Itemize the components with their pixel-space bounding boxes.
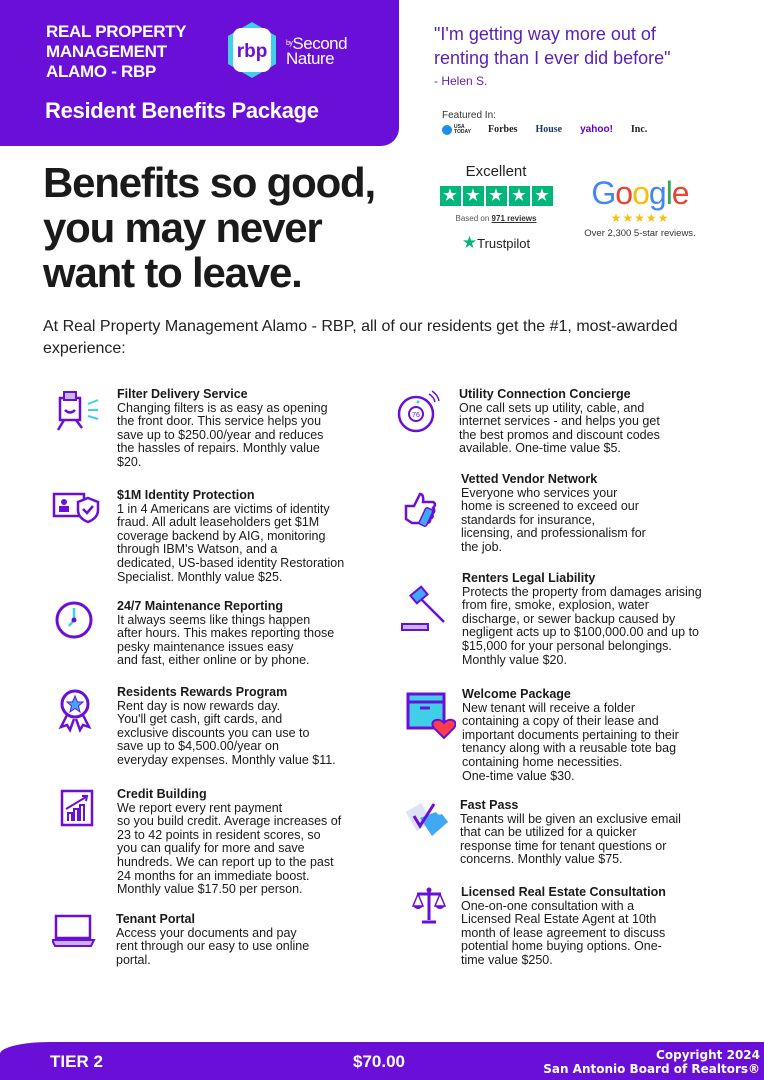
package-heart-icon: [406, 692, 456, 740]
google-stars: ★★★★★: [610, 211, 670, 225]
headline: Benefits so good, you may never want to …: [43, 159, 376, 296]
intro-text: At Real Property Management Alamo - RBP,…: [43, 318, 678, 357]
logo-by: by: [286, 40, 293, 47]
rbp-logo: rbp: [228, 22, 276, 78]
benefit-item: Utility Connection Concierge One call set…: [459, 387, 660, 456]
company-name: REAL PROPERTY MANAGEMENT ALAMO - RBP: [46, 22, 187, 81]
benefit-description: It always seems like things happen after…: [117, 612, 335, 668]
benefit-item: Residents Rewards Program Rent day is now…: [117, 685, 336, 768]
benefit-title: Residents Rewards Program: [117, 685, 288, 699]
featured-label: Featured In:: [442, 110, 496, 121]
yahoo-logo: yahoo!: [580, 124, 613, 135]
benefit-description: Protects the property from damages arisi…: [462, 584, 702, 667]
benefit-item: Licensed Real Estate Consultation One-on-…: [461, 885, 666, 968]
identity-shield-icon: [52, 492, 100, 524]
benefit-item: Tenant Portal Access your documents and p…: [116, 912, 310, 967]
chart-growth-icon: [60, 789, 94, 827]
benefit-item: Filter Delivery Service Changing filters …: [117, 387, 328, 470]
benefit-title: Fast Pass: [460, 798, 519, 812]
star-icon: ★: [508, 186, 530, 206]
forbes-logo: Forbes: [488, 124, 518, 135]
header-banner: REAL PROPERTY MANAGEMENT ALAMO - RBP rbp…: [0, 0, 399, 146]
press-logos: USA TODAY Forbes House yahoo! Inc.: [442, 124, 647, 135]
clock-icon: [55, 601, 93, 639]
testimonial-quote: "I'm getting way more out of renting tha…: [434, 24, 671, 68]
benefit-title: Vetted Vendor Network: [461, 472, 598, 486]
benefit-item: Vetted Vendor Network Everyone who servic…: [461, 472, 646, 555]
page-subtitle: Resident Benefits Package: [45, 98, 319, 123]
benefit-description: One-on-one consultation with a Licensed …: [461, 898, 666, 967]
benefit-description: We report every rent payment so you buil…: [117, 800, 342, 897]
google-badge: Google ★★★★★ Over 2,300 5-star reviews.: [572, 175, 708, 239]
benefit-item: 24/7 Maintenance Reporting It always seem…: [117, 599, 335, 668]
star-icon: ★: [461, 233, 478, 252]
partner-name: Second Nature: [286, 34, 348, 68]
trustpilot-reviews-link[interactable]: 971 reviews: [491, 214, 537, 223]
logo-text: rbp: [237, 41, 268, 62]
benefit-description: Rent day is now rewards day. You'll get …: [117, 698, 336, 767]
benefit-title: Filter Delivery Service: [117, 387, 248, 401]
award-ribbon-icon: [58, 689, 92, 733]
filter-delivery-icon: [56, 391, 99, 431]
benefit-item: $1M Identity Protection 1 in 4 Americans …: [117, 488, 345, 584]
usa-today-logo: USA TODAY: [442, 124, 471, 135]
star-icon: ★: [485, 186, 507, 206]
benefit-item: Welcome Package New tenant will receive a…: [462, 687, 679, 783]
package-price: $70.00: [353, 1052, 405, 1071]
benefit-description: One call sets up utility, cable, and int…: [459, 400, 660, 456]
gavel-icon: [401, 585, 445, 631]
benefit-title: 24/7 Maintenance Reporting: [117, 599, 284, 613]
benefit-title: Welcome Package: [462, 687, 571, 701]
trustpilot-stars: ★ ★ ★ ★ ★: [438, 186, 554, 206]
benefit-description: Changing filters is as easy as opening t…: [117, 400, 328, 469]
benefit-description: Tenants will be given an exclusive email…: [460, 811, 681, 867]
star-icon: ★: [439, 186, 461, 206]
benefit-item: Fast Pass Tenants will be given an exclus…: [460, 798, 681, 867]
svg-text:76: 76: [412, 412, 420, 419]
star-icon: ★: [462, 186, 484, 206]
google-logo: Google: [591, 175, 689, 211]
trustpilot-based: Based on 971 reviews: [455, 214, 537, 223]
trustpilot-logo: ★Trustpilot: [461, 233, 531, 252]
benefit-item: Credit Building We report every rent paym…: [117, 787, 342, 897]
copyright: Copyright 2024 San Antonio Board of Real…: [543, 1048, 760, 1076]
trustpilot-badge: Excellent ★ ★ ★ ★ ★ Based on 971 reviews ★Tr…: [438, 163, 554, 253]
fast-pass-ticket-icon: [406, 802, 448, 836]
tier-label: TIER 2: [50, 1052, 103, 1071]
benefit-title: $1M Identity Protection: [117, 488, 255, 502]
google-reviews: Over 2,300 5-star reviews.: [584, 228, 696, 239]
laptop-icon: [52, 914, 96, 947]
benefit-description: Everyone who services your home is scree…: [461, 485, 646, 554]
thumbs-up-icon: [404, 492, 437, 527]
inc-logo: Inc.: [630, 124, 648, 135]
benefit-description: New tenant will receive a folder contain…: [462, 700, 679, 783]
scales-icon: [412, 887, 447, 924]
benefit-title: Renters Legal Liability: [462, 571, 596, 585]
benefit-description: 1 in 4 Americans are victims of identity…: [117, 501, 345, 584]
benefit-title: Licensed Real Estate Consultation: [461, 885, 666, 899]
partner-logo: bySecond Nature: [286, 34, 348, 68]
footer-bar: TIER 2 $70.00 Copyright 2024 San Antonio…: [0, 1042, 764, 1080]
house-logo: House: [535, 124, 563, 135]
star-icon: ★: [531, 186, 553, 206]
benefit-title: Credit Building: [117, 787, 207, 801]
benefit-description: Access your documents and pay rent throu…: [116, 925, 310, 967]
testimonial-author: - Helen S.: [434, 74, 488, 88]
thermostat-icon: 76: [397, 390, 440, 433]
benefit-title: Utility Connection Concierge: [459, 387, 631, 401]
benefit-item: Renters Legal Liability Protects the prop…: [462, 571, 702, 667]
trustpilot-rating-label: Excellent: [465, 163, 527, 180]
benefit-title: Tenant Portal: [116, 912, 195, 926]
